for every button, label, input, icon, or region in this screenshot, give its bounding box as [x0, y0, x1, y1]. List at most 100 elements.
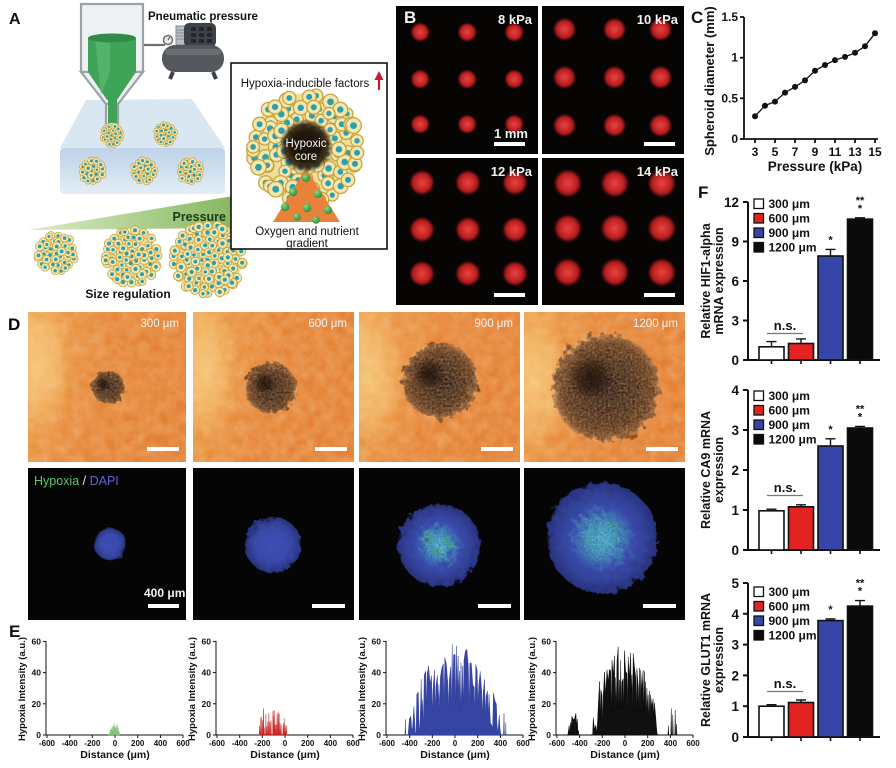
svg-text:-200: -200: [594, 739, 611, 748]
svg-text:Pneumatic pressure: Pneumatic pressure: [148, 11, 258, 23]
svg-text:**: **: [856, 195, 865, 207]
svg-text:A: A: [9, 11, 21, 28]
svg-text:n.s.: n.s.: [774, 480, 796, 495]
svg-text:Distance (μm): Distance (μm): [420, 749, 489, 761]
svg-text:Hypoxia Intensity (a.u.): Hypoxia Intensity (a.u.): [527, 637, 538, 741]
svg-text:Hypoxia Intensity (a.u.): Hypoxia Intensity (a.u.): [357, 637, 368, 741]
svg-text:core: core: [295, 151, 317, 163]
svg-text:Oxygen and nutrient: Oxygen and nutrient: [255, 226, 359, 238]
svg-text:600: 600: [516, 739, 530, 748]
svg-text:20: 20: [202, 699, 212, 709]
svg-text:4: 4: [731, 383, 739, 398]
svg-text:0.5: 0.5: [721, 91, 738, 105]
svg-text:2: 2: [731, 668, 739, 683]
svg-text:0: 0: [731, 730, 739, 745]
svg-text:*: *: [858, 203, 863, 215]
svg-text:-200: -200: [254, 739, 271, 748]
svg-text:1200 μm: 1200 μm: [769, 433, 817, 447]
svg-text:Pressure (kPa): Pressure (kPa): [768, 159, 863, 174]
svg-text:0: 0: [36, 730, 41, 740]
svg-text:1: 1: [731, 503, 739, 518]
svg-text:0: 0: [546, 730, 551, 740]
svg-text:0: 0: [731, 132, 738, 146]
svg-text:gradient: gradient: [286, 238, 328, 250]
svg-text:n.s.: n.s.: [774, 318, 796, 333]
svg-text:E: E: [9, 622, 20, 641]
svg-text:40: 40: [32, 668, 42, 678]
svg-text:-600: -600: [549, 739, 566, 748]
svg-text:n.s.: n.s.: [774, 676, 796, 691]
svg-text:Distance (μm): Distance (μm): [80, 749, 149, 761]
svg-text:0: 0: [731, 353, 739, 368]
svg-text:60: 60: [372, 636, 382, 646]
svg-text:7: 7: [792, 145, 799, 159]
svg-text:Relative HIF1-alpha: Relative HIF1-alpha: [699, 222, 713, 338]
svg-text:40: 40: [542, 668, 552, 678]
svg-text:5: 5: [772, 145, 779, 159]
svg-text:0: 0: [731, 543, 739, 558]
svg-text:3: 3: [731, 423, 739, 438]
svg-text:200: 200: [471, 739, 485, 748]
svg-text:400: 400: [664, 739, 678, 748]
svg-text:*: *: [858, 411, 863, 423]
svg-text:*: *: [828, 604, 833, 616]
svg-text:5: 5: [731, 576, 739, 591]
svg-text:60: 60: [32, 636, 42, 646]
svg-text:1.5: 1.5: [721, 10, 738, 24]
svg-text:400: 400: [324, 739, 338, 748]
svg-text:60: 60: [542, 636, 552, 646]
svg-text:300 μm: 300 μm: [769, 389, 810, 403]
svg-text:13: 13: [848, 145, 862, 159]
svg-text:40: 40: [202, 668, 212, 678]
svg-text:Hypoxia Intensity (a.u.): Hypoxia Intensity (a.u.): [187, 637, 198, 741]
svg-text:C: C: [691, 8, 703, 27]
svg-text:12: 12: [724, 195, 739, 210]
svg-text:0: 0: [376, 730, 381, 740]
svg-text:Hypoxia Intensity (a.u.): Hypoxia Intensity (a.u.): [17, 637, 28, 741]
svg-text:Spheroid diameter (mm): Spheroid diameter (mm): [702, 6, 717, 156]
svg-text:0: 0: [623, 739, 628, 748]
svg-text:-600: -600: [379, 739, 396, 748]
svg-text:300 μm: 300 μm: [769, 585, 810, 599]
svg-text:mRNA expression: mRNA expression: [712, 227, 726, 334]
svg-text:3: 3: [731, 638, 739, 653]
svg-text:Size regulation: Size regulation: [85, 287, 170, 301]
svg-text:Relative CA9 mRNA: Relative CA9 mRNA: [699, 411, 713, 529]
svg-text:expression: expression: [712, 437, 726, 503]
svg-text:200: 200: [301, 739, 315, 748]
svg-text:900 μm: 900 μm: [769, 226, 810, 240]
svg-text:600: 600: [346, 739, 360, 748]
svg-text:-400: -400: [572, 739, 589, 748]
svg-text:**: **: [856, 403, 865, 415]
svg-text:20: 20: [542, 699, 552, 709]
svg-text:-200: -200: [84, 739, 101, 748]
svg-text:600: 600: [176, 739, 190, 748]
svg-text:-400: -400: [402, 739, 419, 748]
svg-text:-400: -400: [232, 739, 249, 748]
svg-text:200: 200: [131, 739, 145, 748]
svg-text:0: 0: [283, 739, 288, 748]
svg-text:0: 0: [206, 730, 211, 740]
svg-text:expression: expression: [712, 627, 726, 693]
svg-text:9: 9: [812, 145, 819, 159]
svg-text:*: *: [828, 234, 833, 246]
svg-text:1200 μm: 1200 μm: [769, 629, 817, 643]
svg-text:1: 1: [731, 699, 739, 714]
svg-text:Hypoxic: Hypoxic: [286, 138, 327, 150]
svg-text:-600: -600: [39, 739, 56, 748]
svg-text:3: 3: [731, 314, 739, 329]
svg-text:Hypoxia-inducible factors: Hypoxia-inducible factors: [241, 78, 370, 90]
svg-text:60: 60: [202, 636, 212, 646]
svg-text:900 μm: 900 μm: [769, 614, 810, 628]
svg-text:-400: -400: [62, 739, 79, 748]
svg-text:20: 20: [372, 699, 382, 709]
svg-text:300 μm: 300 μm: [769, 197, 810, 211]
svg-text:600 μm: 600 μm: [769, 404, 810, 418]
svg-text:*: *: [858, 586, 863, 598]
svg-text:400: 400: [154, 739, 168, 748]
svg-text:3: 3: [752, 145, 759, 159]
svg-text:6: 6: [731, 274, 739, 289]
svg-text:0: 0: [113, 739, 118, 748]
svg-text:9: 9: [731, 235, 739, 250]
svg-text:600: 600: [686, 739, 700, 748]
